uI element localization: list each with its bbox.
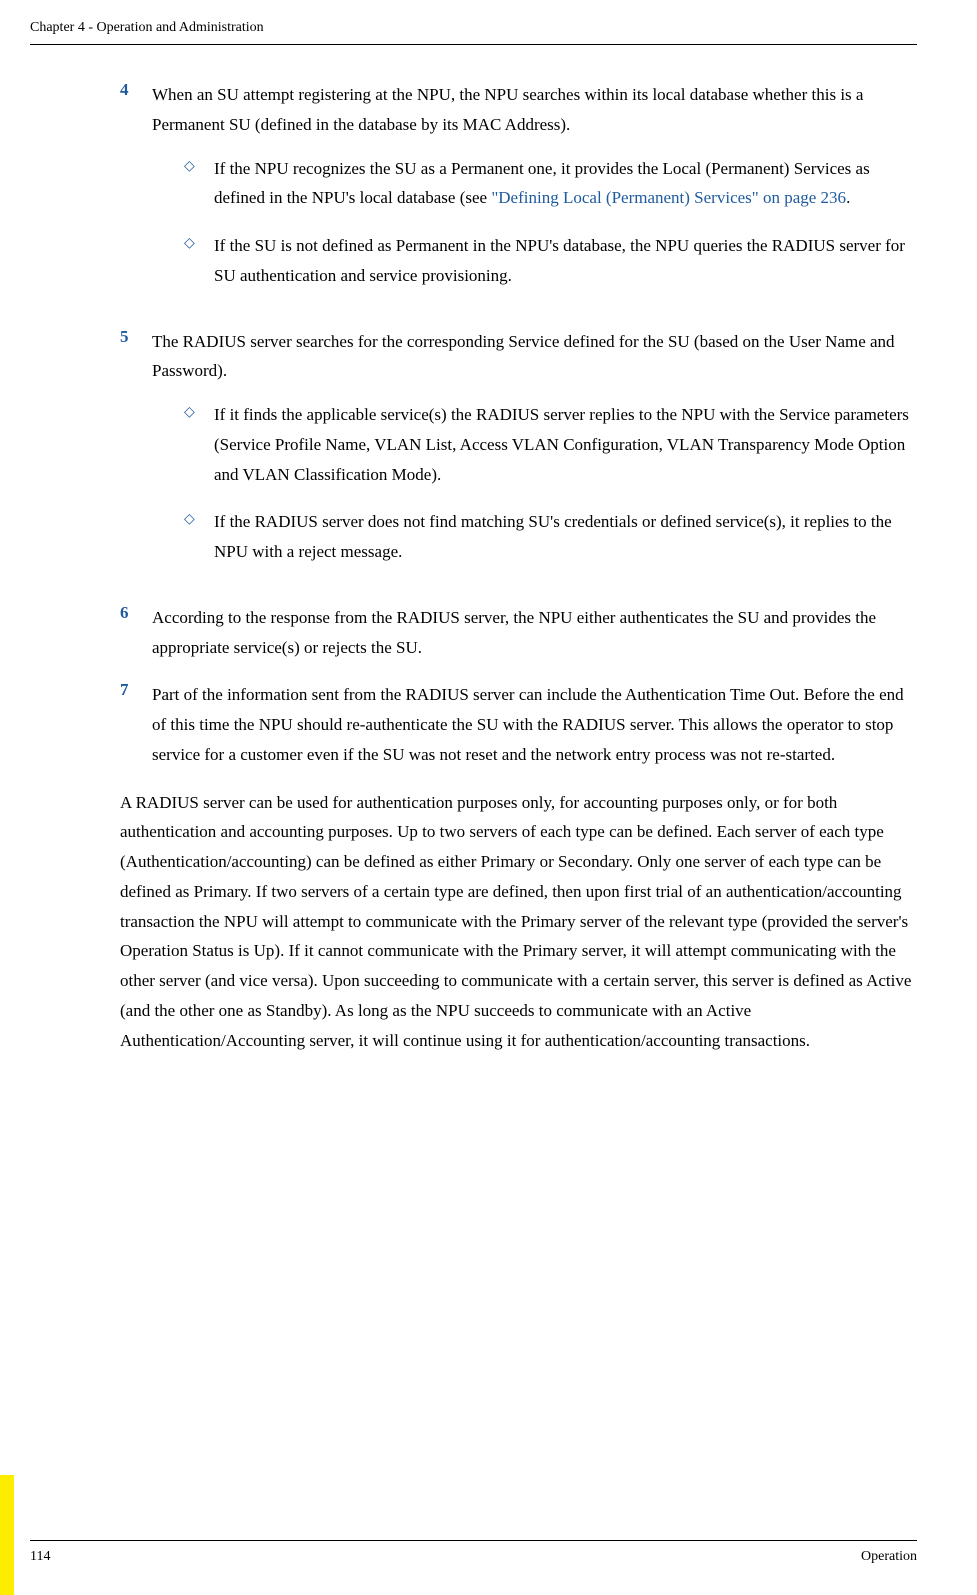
page-container: Chapter 4 - Operation and Administration… xyxy=(0,0,977,1595)
body-paragraph: A RADIUS server can be used for authenti… xyxy=(120,788,917,1056)
numbered-item-6: 6 According to the response from the RAD… xyxy=(120,603,917,663)
chapter-title: Chapter 4 - Operation and Administration xyxy=(30,20,264,35)
page-footer: 114 Operation xyxy=(30,1540,917,1565)
sub-item-text: If the NPU recognizes the SU as a Perman… xyxy=(214,154,917,214)
item-text: The RADIUS server searches for the corre… xyxy=(152,327,917,387)
item-text: Part of the information sent from the RA… xyxy=(152,680,917,769)
sub-item-text: If the RADIUS server does not find match… xyxy=(214,507,917,567)
yellow-marker xyxy=(0,1475,14,1595)
content-area: 4 When an SU attempt registering at the … xyxy=(30,80,917,1055)
footer-content: 114 Operation xyxy=(30,1549,917,1565)
sub-item: ◇ If the NPU recognizes the SU as a Perm… xyxy=(184,154,917,214)
sub-item-text: If it finds the applicable service(s) th… xyxy=(214,400,917,489)
sub-item: ◇ If the RADIUS server does not find mat… xyxy=(184,507,917,567)
page-number: 114 xyxy=(30,1549,50,1565)
footer-section: Operation xyxy=(861,1549,917,1565)
page-header: Chapter 4 - Operation and Administration xyxy=(30,20,917,45)
diamond-icon: ◇ xyxy=(184,400,214,489)
sub-item-text: If the SU is not defined as Permanent in… xyxy=(214,231,917,291)
diamond-icon: ◇ xyxy=(184,154,214,214)
numbered-item-4: 4 When an SU attempt registering at the … xyxy=(120,80,917,309)
sub-text-post: . xyxy=(846,188,850,207)
item-text: When an SU attempt registering at the NP… xyxy=(152,80,917,140)
item-number: 5 xyxy=(120,327,152,585)
sub-item: ◇ If the SU is not defined as Permanent … xyxy=(184,231,917,291)
item-content: The RADIUS server searches for the corre… xyxy=(152,327,917,585)
item-text: According to the response from the RADIU… xyxy=(152,603,917,663)
diamond-icon: ◇ xyxy=(184,507,214,567)
numbered-item-5: 5 The RADIUS server searches for the cor… xyxy=(120,327,917,585)
link-text[interactable]: "Defining Local (Permanent) Services" on… xyxy=(491,188,846,207)
numbered-item-7: 7 Part of the information sent from the … xyxy=(120,680,917,769)
item-number: 4 xyxy=(120,80,152,309)
item-content: When an SU attempt registering at the NP… xyxy=(152,80,917,309)
item-number: 7 xyxy=(120,680,152,769)
diamond-icon: ◇ xyxy=(184,231,214,291)
sub-item: ◇ If it finds the applicable service(s) … xyxy=(184,400,917,489)
item-number: 6 xyxy=(120,603,152,663)
sub-items: ◇ If it finds the applicable service(s) … xyxy=(184,400,917,567)
sub-items: ◇ If the NPU recognizes the SU as a Perm… xyxy=(184,154,917,291)
